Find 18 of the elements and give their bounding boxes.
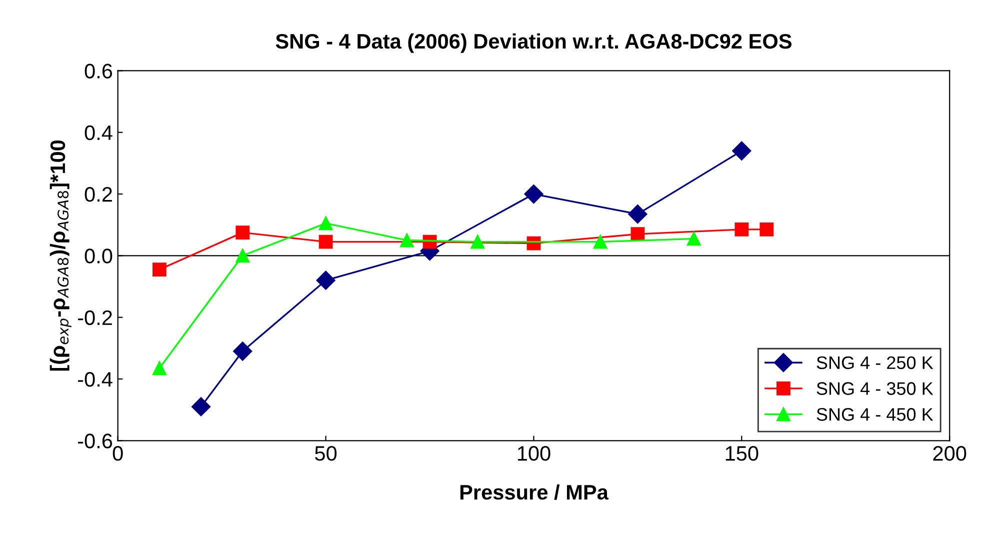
y-tick-label: 0.6 bbox=[84, 64, 112, 78]
y-tick-label: 0.2 bbox=[84, 187, 112, 202]
y-tick-label: 0.4 bbox=[84, 125, 112, 140]
legend-label: SNG 4 - 350 K bbox=[816, 382, 934, 395]
legend-label: SNG 4 - 250 K bbox=[816, 356, 934, 370]
x-tick-label: 0 bbox=[112, 446, 123, 461]
x-axis-title: Pressure / MPa bbox=[460, 484, 609, 500]
y-tick-label: -0.4 bbox=[78, 372, 112, 387]
y-tick-label: -0.6 bbox=[78, 434, 112, 448]
chart-title: SNG - 4 Data (2006) Deviation w.r.t. AGA8-DC92 EOS bbox=[276, 33, 792, 53]
x-tick-label: 100 bbox=[518, 446, 550, 461]
y-tick-label: 0.0 bbox=[84, 248, 112, 264]
y-axis-title: [(ρ$_{exp}$-ρ$_{AGA8}$)/ρ$_{AGA8}$]*100 bbox=[50, 140, 72, 371]
x-tick-label: 50 bbox=[315, 446, 337, 461]
x-tick-label: 150 bbox=[726, 446, 758, 461]
legend-label: SNG 4 - 450 K bbox=[816, 408, 934, 421]
y-tick-label: -0.2 bbox=[78, 310, 112, 326]
x-tick-label: 200 bbox=[933, 446, 966, 461]
